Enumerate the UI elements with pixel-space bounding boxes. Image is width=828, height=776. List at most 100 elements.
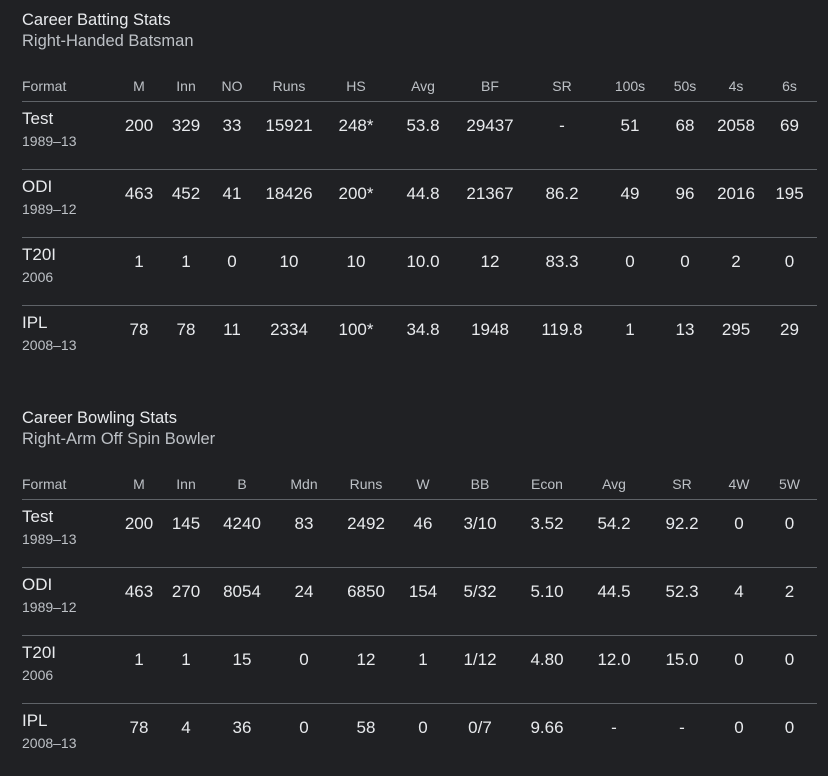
stat-cell-m: 200 [114,499,164,568]
table-row-odi: ODI 1989–12 463 270 8054 24 6850 154 5/32 5.10 44.… [22,567,817,636]
section-subtitle: Right-Arm Off Spin Bowler [22,430,216,448]
column-header-avg: Avg [390,71,456,102]
stat-cell-runs: 2334 [270,320,308,339]
stat-cell-econ: 9.66 [530,718,564,737]
column-header-hs: HS [322,71,390,102]
stat-cell-6s: 69 [762,101,817,170]
stat-cell-sr: 92.2 [648,499,716,568]
stat-cell-mdn: 0 [299,718,309,737]
format-cell: Test 1989–13 [22,101,114,170]
stat-cell-w: 0 [418,718,428,737]
stat-cell-inn: 270 [164,567,208,636]
stat-cell-hs: 100* [338,320,374,339]
stat-cell-m: 1 [114,635,164,704]
stat-cell-100s: 0 [600,237,660,306]
column-header-m: M [114,71,164,102]
stat-cell-avg: 44.8 [390,169,456,238]
stat-cell-m: 463 [114,567,164,636]
column-header-runs: Runs [256,71,322,102]
section-title: Career Batting Stats [22,11,171,29]
format-cell: ODI 1989–12 [22,169,114,238]
format-name: T20I [22,643,57,662]
stat-cell-avg: - [611,718,617,737]
format-years: 2008–13 [22,337,77,353]
stat-cell-hs: 248* [322,101,390,170]
column-header-inn: Inn [164,469,208,500]
stat-cell-no: 41 [208,169,256,238]
column-header-bf: BF [456,71,524,102]
stat-cell-runs: 18426 [256,169,322,238]
format-years: 1989–12 [22,599,77,615]
table-header-row: Format M Inn B Mdn Runs W BB Econ Avg SR 4W 5W [22,469,817,500]
stat-cell-runs: 2492 [332,499,400,568]
stat-cell-50s: 0 [660,237,710,306]
stat-cell-w: 1 [400,635,446,704]
stat-cell-b: 4240 [208,499,276,568]
format-cell: IPL 2008–13 [22,306,114,374]
stat-cell-4s: 2016 [710,169,762,238]
table-row-ipl: IPL 2008–13 78 78 11 2334 100* 34.8 1948 119.8 1 13… [22,306,817,374]
stat-cell-mdn: 0 [276,635,332,704]
table-row-test: Test 1989–13 200 329 33 15921 248* 53.8 29437-51… [22,101,817,170]
table-row-ipl: IPL 2008–13 78 4 36 0 58 0 0/7 9.66 - - 0 0 [22,704,817,772]
format-cell: IPL 2008–13 [22,704,114,772]
stat-cell-w: 46 [400,499,446,568]
format-name: IPL [22,711,48,730]
column-header-econ: Econ [514,469,580,500]
bowling-stats-table: Format M Inn B Mdn Runs W BB Econ Avg SR 4W 5W Test 1… [22,469,817,772]
stat-cell-runs: 58 [356,718,376,737]
format-cell: T20I 2006 [22,237,114,306]
stat-cell-avg: 44.5 [580,567,648,636]
stat-cell-bf: 29437 [456,101,524,170]
format-name: T20I [22,245,57,264]
stat-cell-6s: 29 [780,320,799,339]
format-years: 1989–13 [22,531,77,547]
format-years: 2008–13 [22,735,77,751]
table-row-t20i: T20I 2006 1 1 0 10 10 10.0 12 83.3 0 0 2 0 [22,237,817,306]
stat-cell-sr: 83.3 [524,237,600,306]
stat-cell-no: 11 [223,320,241,339]
column-header-50s: 50s [660,71,710,102]
stat-cell-avg: 53.8 [390,101,456,170]
stat-cell-hs: 200* [322,169,390,238]
column-header-4w: 4W [716,469,762,500]
stat-cell-50s: 13 [675,320,695,339]
stat-cell-b: 8054 [208,567,276,636]
stat-cell-5w: 2 [762,567,817,636]
format-cell: T20I 2006 [22,635,114,704]
stat-cell-sr: 52.3 [648,567,716,636]
table-row-odi: ODI 1989–12 463 452 41 18426 200* 44.8 21367 86.2… [22,169,817,238]
column-header-inn: Inn [164,71,208,102]
stat-cell-runs: 12 [332,635,400,704]
column-header-6s: 6s [762,71,817,102]
column-header-no: NO [208,71,256,102]
stat-cell-4w: 4 [716,567,762,636]
stat-cell-inn: 1 [164,635,208,704]
stat-cell-runs: 6850 [332,567,400,636]
column-header-format: Format [22,469,114,500]
stat-cell-m: 1 [114,237,164,306]
stat-cell-inn: 452 [164,169,208,238]
stat-cell-mdn: 83 [276,499,332,568]
batting-stats-table: Format M Inn NO Runs HS Avg BF SR 100s 50s 4s 6s Tes… [22,71,817,374]
format-years: 2006 [22,667,54,683]
stat-cell-100s: 49 [600,169,660,238]
stat-cell-m: 463 [114,169,164,238]
format-years: 1989–13 [22,133,77,149]
column-header-w: W [400,469,446,500]
column-header-bb: BB [446,469,514,500]
stat-cell-runs: 10 [256,237,322,306]
stat-cell-4s: 2058 [710,101,762,170]
stat-cell-4s: 2 [710,237,762,306]
stat-cell-bf: 12 [456,237,524,306]
stat-cell-inn: 329 [164,101,208,170]
stat-cell-econ: 5.10 [514,567,580,636]
section-title: Career Bowling Stats [22,409,177,427]
column-header-5w: 5W [762,469,817,500]
stat-cell-hs: 10 [322,237,390,306]
stat-cell-bb: 3/10 [446,499,514,568]
stat-cell-50s: 96 [660,169,710,238]
batting-stats-section: Career Batting Stats Right-Handed Batsma… [22,9,817,374]
stat-cell-sr: 15.0 [648,635,716,704]
stat-cell-6s: 195 [762,169,817,238]
